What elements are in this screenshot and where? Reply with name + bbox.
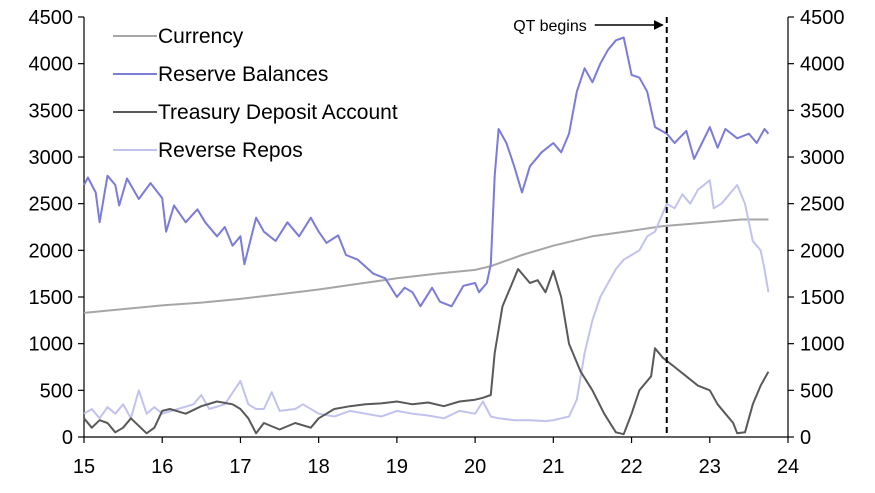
y-tick-label-right: 1000 [800,334,845,356]
y-tick-label-right: 4000 [800,54,845,76]
y-tick-label-right: 4500 [800,7,845,29]
x-tick-label: 18 [308,456,330,478]
axes: 0 500 1000 1500 2000 2500 3000 3500 4000 4500 0 500… [29,7,845,478]
y-tick-label-left: 3500 [29,100,74,122]
y-tick-label-right: 0 [800,427,811,449]
x-tick-label: 20 [464,456,486,478]
y-tick-label-left: 1500 [29,287,74,309]
legend: Currency Reserve Balances Treasury Deposit… [113,25,398,162]
y-tick-label-right: 3000 [800,147,845,169]
series-line-reverse-repos [83,179,770,423]
legend-label: Reverse Repos [158,139,303,162]
qt-begins-label: QT begins [513,18,587,35]
x-tick-label: 19 [386,456,408,478]
series-line-treasury-deposit-account [83,268,770,436]
y-tick-label-left: 4000 [29,54,74,76]
y-tick-label-left: 500 [40,380,73,402]
x-tick-label: 21 [542,456,564,478]
legend-label: Currency [158,25,244,48]
series-line-reserve-balances [83,36,770,308]
y-tick-label-left: 3000 [29,147,74,169]
y-tick-label-right: 2000 [800,240,845,262]
legend-label: Treasury Deposit Account [158,101,398,124]
x-tick-label: 24 [777,456,799,478]
annotations: QT begins [513,17,668,437]
x-tick-label: 15 [73,456,95,478]
y-tick-label-right: 500 [800,380,833,402]
x-tick-label: 17 [229,456,251,478]
x-tick-label: 22 [620,456,642,478]
y-tick-label-right: 1500 [800,287,845,309]
y-tick-label-left: 0 [62,427,73,449]
y-tick-label-left: 1000 [29,334,74,356]
y-tick-label-left: 2500 [29,194,74,216]
x-tick-label: 23 [699,456,721,478]
x-tick-label: 16 [151,456,173,478]
y-tick-label-right: 2500 [800,194,845,216]
legend-label: Reserve Balances [158,63,328,86]
series-lines [83,36,770,436]
y-tick-label-left: 4500 [29,7,74,29]
y-tick-label-left: 2000 [29,240,74,262]
y-tick-label-right: 3500 [800,100,845,122]
series-line-currency [83,218,769,314]
